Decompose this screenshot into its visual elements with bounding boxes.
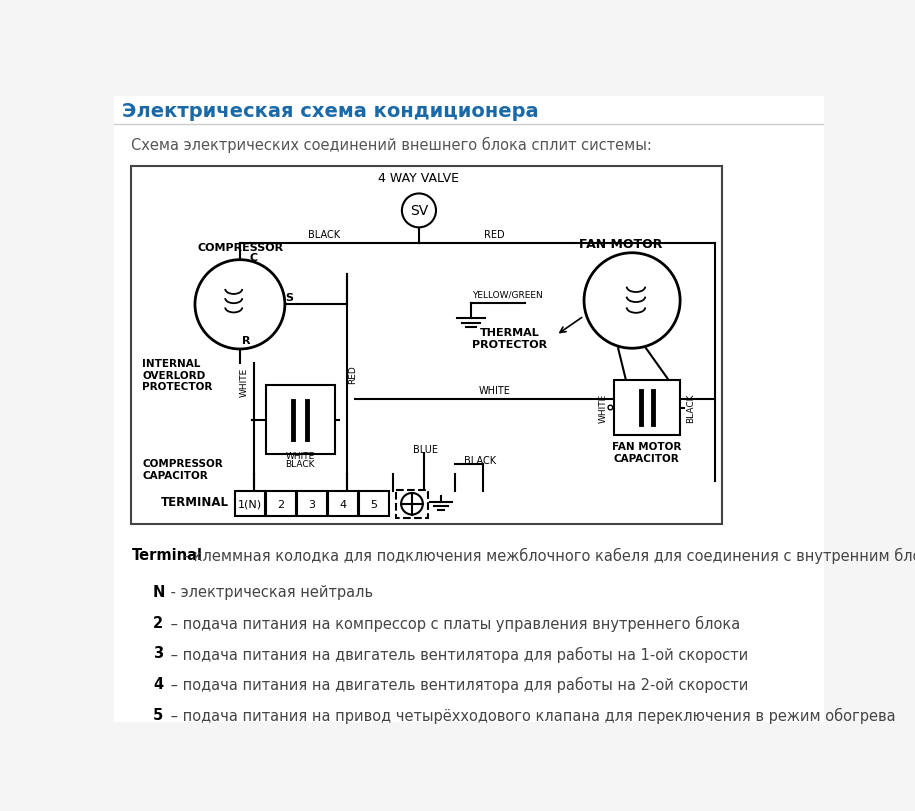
Text: BLUE: BLUE [414, 444, 438, 455]
Text: C: C [249, 252, 257, 262]
Text: 5: 5 [153, 707, 164, 722]
Text: RED: RED [349, 365, 358, 384]
Text: SV: SV [410, 204, 428, 218]
Text: R: R [242, 336, 251, 345]
Bar [359, 491, 389, 517]
Bar [265, 491, 296, 517]
Text: WHITE: WHITE [285, 452, 315, 461]
Text: 2: 2 [153, 615, 163, 630]
Text: 3: 3 [308, 499, 315, 509]
Bar [328, 491, 358, 517]
Text: FAN MOTOR
CAPACITOR: FAN MOTOR CAPACITOR [612, 442, 682, 463]
Text: WHITE: WHITE [599, 393, 608, 423]
Text: 2: 2 [277, 499, 285, 509]
Text: N: N [153, 584, 166, 599]
Text: Terminal: Terminal [132, 547, 202, 562]
Text: YELLOW/GREEN: YELLOW/GREEN [472, 290, 544, 299]
Bar [265, 386, 335, 455]
Text: TERMINAL: TERMINAL [161, 495, 229, 508]
Text: 4: 4 [339, 499, 346, 509]
Text: WHITE: WHITE [240, 367, 249, 397]
Bar [114, 97, 824, 125]
Bar [234, 491, 264, 517]
Circle shape [195, 260, 285, 350]
Text: COMPRESSOR
CAPACITOR: COMPRESSOR CAPACITOR [142, 459, 223, 480]
Bar [132, 166, 722, 524]
Circle shape [401, 493, 423, 515]
Bar [614, 380, 680, 436]
Text: 4: 4 [153, 676, 163, 692]
Text: WHITE: WHITE [479, 385, 510, 396]
Text: 4 WAY VALVE: 4 WAY VALVE [379, 172, 459, 185]
Bar [296, 491, 327, 517]
Text: S: S [285, 293, 293, 303]
Text: Схема электрических соединений внешнего блока сплит системы:: Схема электрических соединений внешнего … [132, 137, 652, 153]
Text: INTERNAL
OVERLORD
PROTECTOR: INTERNAL OVERLORD PROTECTOR [142, 358, 212, 392]
Text: THERMAL
PROTECTOR: THERMAL PROTECTOR [472, 328, 547, 350]
Bar [395, 491, 428, 518]
Text: BLACK: BLACK [464, 456, 496, 466]
Text: - клеммная колодка для подключения межблочного кабеля для соединения с внутренни: - клеммная колодка для подключения межбл… [179, 547, 915, 564]
Text: BLACK: BLACK [307, 230, 339, 240]
Text: 5: 5 [370, 499, 377, 509]
Text: BLACK: BLACK [686, 393, 695, 423]
Text: RED: RED [484, 230, 504, 240]
Text: BLACK: BLACK [285, 460, 315, 469]
Text: – подача питания на двигатель вентилятора для работы на 2-ой скорости: – подача питания на двигатель вентилятор… [166, 676, 748, 693]
Text: 1(N): 1(N) [238, 499, 262, 509]
Text: 3: 3 [153, 646, 163, 661]
Text: COMPRESSOR: COMPRESSOR [198, 243, 284, 253]
Text: – подача питания на компрессор с платы управления внутреннего блока: – подача питания на компрессор с платы у… [166, 615, 739, 631]
Text: FAN MOTOR: FAN MOTOR [579, 238, 662, 251]
Text: – подача питания на привод четырёхходового клапана для переключения в режим обог: – подача питания на привод четырёхходово… [166, 707, 895, 723]
Circle shape [584, 253, 680, 349]
Text: Электрическая схема кондиционера: Электрическая схема кондиционера [122, 101, 539, 121]
Circle shape [608, 406, 613, 410]
Circle shape [402, 194, 436, 228]
Text: – подача питания на двигатель вентилятора для работы на 1-ой скорости: – подача питания на двигатель вентилятор… [166, 646, 748, 662]
Text: - электрическая нейтраль: - электрическая нейтраль [166, 584, 372, 599]
